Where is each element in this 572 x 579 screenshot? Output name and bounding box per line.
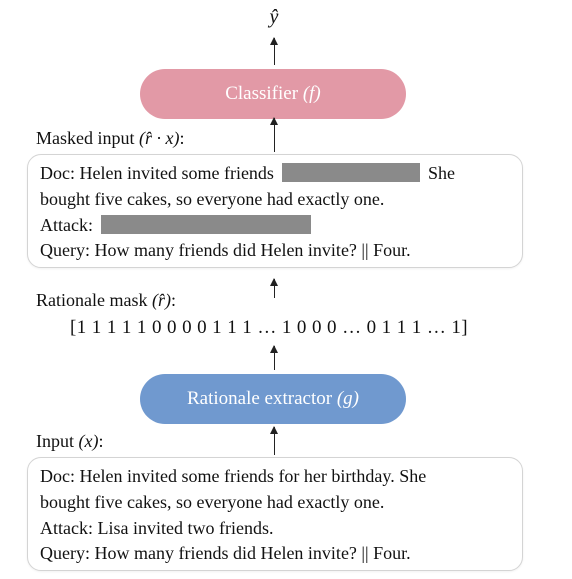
output-label: ŷ (269, 6, 279, 28)
input-attack-line: Attack: Lisa invited two friends. (40, 518, 274, 538)
rationale-mask-label-colon: : (170, 290, 176, 310)
masked-input-label-math: (r̂ · x) (139, 128, 180, 148)
input-query-line: Query: How many friends did Helen invite… (40, 543, 411, 563)
arrow-mask-to-masked-input (269, 278, 278, 298)
input-label: Input (x): (36, 431, 104, 452)
classifier-box: Classifier (f) (140, 69, 406, 119)
input-box (27, 457, 523, 571)
masked-attack-line: Attack: (40, 215, 312, 235)
masked-doc-text-end: She (427, 163, 455, 183)
rationale-mask-label-math: (r̂) (151, 290, 171, 310)
masked-span-attack (101, 215, 312, 234)
masked-input-label-text: Masked input (36, 128, 139, 148)
input-doc-line-1: Doc: Helen invited some friends for her … (40, 466, 427, 486)
masked-input-label-colon: : (179, 128, 185, 148)
masked-span-doc (282, 163, 421, 182)
arrow-input-to-extractor (269, 426, 278, 455)
rationale-mask-label-text: Rationale mask (36, 290, 152, 310)
masked-doc-text-start: Doc: Helen invited some friends (40, 163, 274, 183)
input-label-colon: : (98, 431, 104, 451)
masked-doc-line-2: bought five cakes, so everyone had exact… (40, 189, 385, 209)
masked-doc-line-1: Doc: Helen invited some friends She (40, 163, 455, 183)
classifier-symbol: (f) (302, 83, 321, 104)
classifier-label: Classifier (225, 83, 299, 104)
input-label-math: (x) (78, 431, 99, 451)
rationale-mask-sequence: [1 1 1 1 1 0 0 0 0 1 1 1 … 1 0 0 0 … 0 1… (70, 317, 469, 338)
masked-input-label: Masked input (r̂ · x): (36, 128, 185, 149)
rationale-extractor-box: Rationale extractor (g) (140, 374, 406, 424)
arrow-extractor-to-mask (269, 345, 278, 370)
rationale-mask-label: Rationale mask (r̂): (36, 290, 176, 311)
masked-attack-label: Attack: (40, 215, 93, 235)
arrow-classifier-to-output (269, 37, 278, 65)
masked-query-line: Query: How many friends did Helen invite… (40, 240, 411, 260)
arrow-masked-to-classifier (269, 117, 278, 152)
rationale-extractor-symbol: (g) (336, 388, 359, 409)
input-label-text: Input (36, 431, 79, 451)
masked-input-box (27, 154, 523, 268)
rationale-extractor-label: Rationale extractor (187, 388, 333, 409)
input-doc-line-2: bought five cakes, so everyone had exact… (40, 492, 385, 512)
